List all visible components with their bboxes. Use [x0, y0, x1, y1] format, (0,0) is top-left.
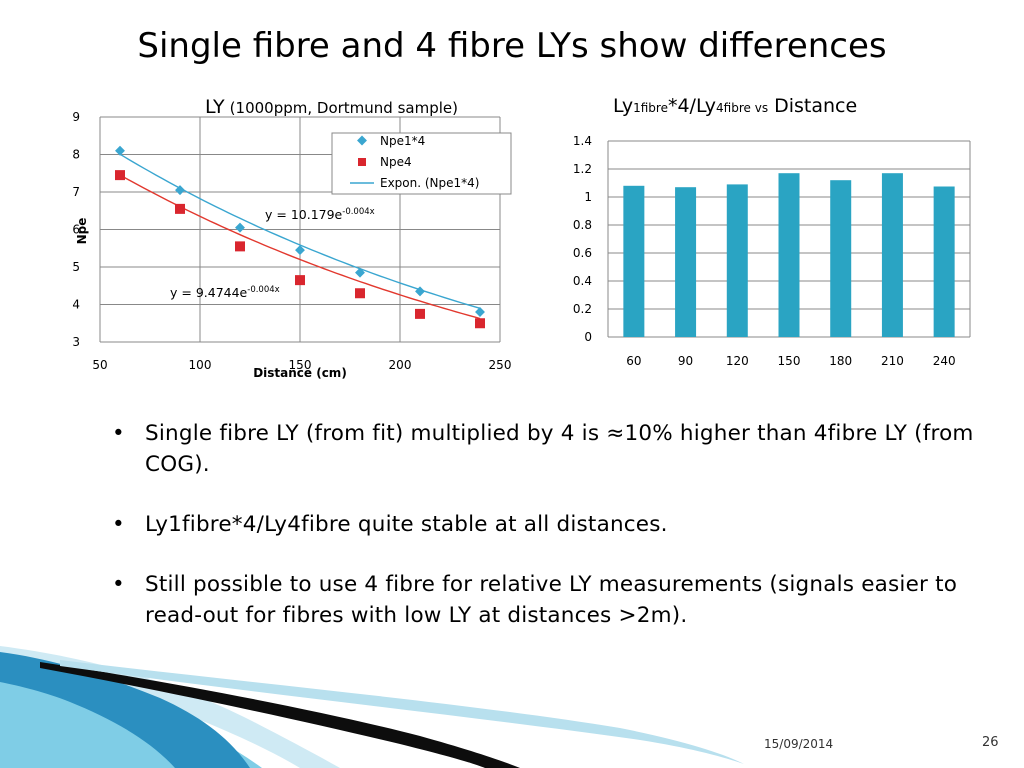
ly-scatter-chart: LY (1000ppm, Dortmund sample) 3 4 5 6 7 8 9 50 1…: [72, 96, 512, 380]
y-tick-label: 6: [72, 223, 80, 237]
x-tick-label: 250: [489, 358, 512, 372]
y-tick-label: 9: [72, 110, 80, 124]
x-axis-label: Distance (cm): [253, 366, 347, 380]
data-point-npe4: [475, 318, 485, 329]
y-tick-label: 0.2: [573, 302, 592, 316]
ratio-bar-chart: Ly1fibre*4/Ly4fibre vs Distance 00.20.40…: [573, 95, 971, 368]
y-tick-label: 1.4: [573, 134, 592, 148]
x-tick-label: 50: [92, 358, 107, 372]
data-point-npe4: [175, 203, 185, 214]
legend-marker-npe4: [358, 158, 366, 166]
x-tick-label: 180: [829, 354, 852, 368]
chart-title: Ly1fibre*4/Ly4fibre vs Distance: [613, 95, 857, 117]
bullet-item: Ly1fibre*4/Ly4fibre quite stable at all …: [112, 509, 982, 540]
data-point-npe1x4: [295, 245, 305, 256]
bullet-list: Single fibre LY (from fit) multiplied by…: [112, 418, 982, 660]
x-tick-label: 210: [881, 354, 904, 368]
x-tick-label: 90: [678, 354, 693, 368]
plot-gridlines: [607, 140, 971, 338]
legend-label-npe4: Npe4: [380, 155, 412, 169]
x-tick-label: 200: [389, 358, 412, 372]
chart-title: LY (1000ppm, Dortmund sample): [205, 96, 458, 118]
y-tick-label: 8: [72, 148, 80, 162]
page-number: 26: [982, 735, 999, 750]
y-axis-ticks: 3 4 5 6 7 8 9: [72, 110, 80, 349]
x-axis-ticks: 60 90 120 150 180 210 240: [626, 354, 955, 368]
data-point-npe4: [235, 241, 245, 252]
y-tick-label: 0.4: [573, 274, 592, 288]
bar: [881, 173, 903, 337]
data-point-npe1x4: [235, 222, 245, 233]
y-tick-label: 3: [72, 335, 80, 349]
legend-label-npe1x4: Npe1*4: [380, 134, 425, 148]
y-tick-label: 0.6: [573, 246, 592, 260]
data-point-npe4: [295, 275, 305, 286]
x-tick-label: 60: [626, 354, 641, 368]
bullet-item: Single fibre LY (from fit) multiplied by…: [112, 418, 982, 480]
bar: [675, 187, 697, 337]
y-tick-label: 1.2: [573, 162, 592, 176]
chart-legend: Npe1*4 Npe4 Expon. (Npe1*4): [331, 132, 512, 195]
legend-label-fit: Expon. (Npe1*4): [380, 176, 480, 190]
data-point-npe1x4: [355, 267, 365, 278]
bar: [778, 173, 800, 337]
data-point-npe4: [415, 308, 425, 319]
fit-equation-npe4: y = 9.4744e-0.004x: [170, 285, 280, 300]
bar: [933, 186, 955, 337]
y-tick-label: 5: [72, 260, 80, 274]
y-tick-label: 7: [72, 185, 80, 199]
data-point-npe4: [115, 170, 125, 181]
footer-date: 15/09/2014: [764, 737, 834, 751]
bar: [623, 185, 645, 337]
bar: [830, 180, 852, 337]
slide-title: Single fibre and 4 fibre LYs show differ…: [137, 26, 887, 66]
data-points: [115, 145, 485, 329]
x-tick-label: 150: [778, 354, 801, 368]
y-tick-label: 0: [584, 330, 592, 344]
y-tick-label: 1: [584, 190, 592, 204]
bar: [726, 184, 748, 337]
bars: [623, 173, 955, 337]
data-point-npe4: [355, 288, 365, 299]
x-tick-label: 100: [189, 358, 212, 372]
bullet-item: Still possible to use 4 fibre for relati…: [112, 569, 982, 631]
data-point-npe1x4: [115, 145, 125, 156]
x-tick-label: 240: [933, 354, 956, 368]
data-point-npe1x4: [175, 185, 185, 196]
x-tick-label: 120: [726, 354, 749, 368]
y-tick-label: 4: [72, 298, 80, 312]
x-axis-ticks: 50 100 150 200 250: [92, 358, 511, 372]
y-axis-label: Npe: [75, 218, 89, 245]
y-axis-ticks: 0 0.2 0.4 0.6 0.8 1 1.2 1.4: [573, 134, 592, 344]
data-point-npe1x4: [475, 307, 485, 317]
y-tick-label: 0.8: [573, 218, 592, 232]
fit-equation-npe1x4: y = 10.179e-0.004x: [265, 207, 375, 222]
x-tick-label: 150: [289, 358, 312, 372]
decorative-wave: [0, 646, 744, 768]
